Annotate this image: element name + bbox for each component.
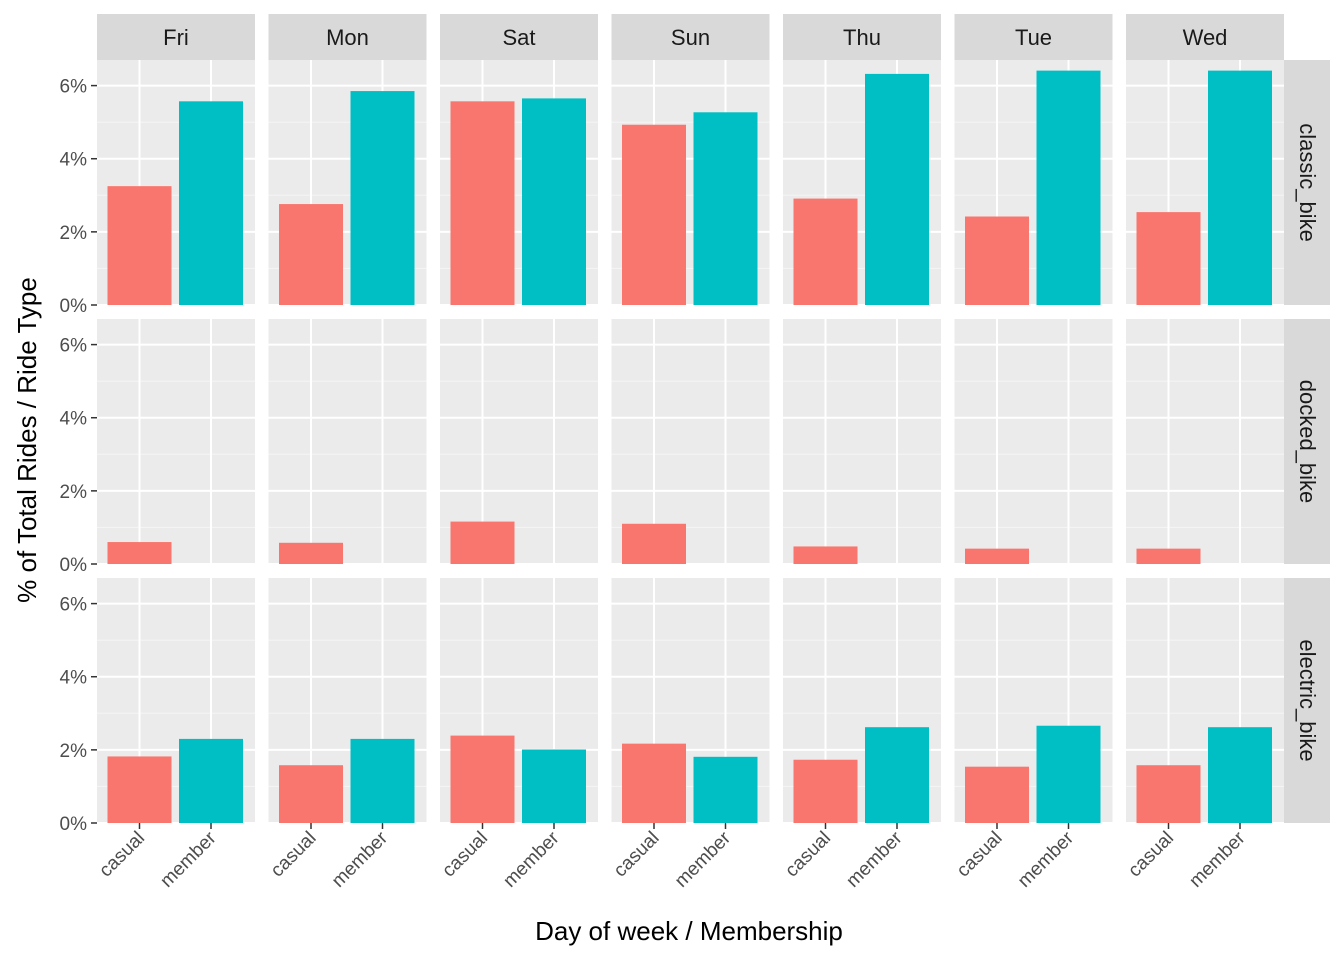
bar-fri-electric_bike-member <box>179 738 243 823</box>
facet-strip-classic_bike <box>1284 60 1330 305</box>
facet-label-sun: Sun <box>671 25 710 50</box>
y-tick-label: 0% <box>60 814 88 835</box>
facet-label-docked_bike: docked_bike <box>1295 380 1320 504</box>
x-tick-label-member: member <box>156 827 221 892</box>
facet-label-thu: Thu <box>843 25 881 50</box>
y-tick-label: 4% <box>60 150 88 171</box>
panel-thu-docked_bike <box>783 319 941 564</box>
panel-sun-docked_bike <box>611 319 770 564</box>
panel-fri-docked_bike <box>97 319 255 564</box>
bar-mon-electric_bike-casual <box>279 765 343 823</box>
y-tick-label: 4% <box>60 668 88 689</box>
x-tick-label-casual: casual <box>267 828 321 882</box>
bar-mon-classic_bike-casual <box>279 204 343 305</box>
bar-wed-classic_bike-member <box>1208 70 1272 305</box>
y-tick-label: 2% <box>60 741 88 762</box>
panel-wed-docked_bike <box>1126 319 1284 564</box>
x-tick-label-casual: casual <box>610 828 664 882</box>
bar-sat-electric_bike-casual <box>450 735 515 823</box>
y-tick-label: 6% <box>60 595 88 616</box>
y-tick-label: 4% <box>60 409 88 430</box>
facet-label-electric_bike: electric_bike <box>1295 639 1320 761</box>
bar-thu-electric_bike-casual <box>793 759 858 823</box>
bar-mon-classic_bike-member <box>350 91 415 305</box>
y-tick-label: 2% <box>60 482 88 503</box>
facet-label-sat: Sat <box>502 25 535 50</box>
bar-fri-electric_bike-casual <box>107 756 172 823</box>
x-tick-label-member: member <box>1185 827 1250 892</box>
x-tick-label-casual: casual <box>781 828 835 882</box>
bar-fri-classic_bike-casual <box>107 186 172 305</box>
y-tick-label: 2% <box>60 223 88 244</box>
bar-mon-docked_bike-casual <box>279 542 343 564</box>
facet-strip-electric_bike <box>1284 578 1330 823</box>
x-tick-label-casual: casual <box>953 828 1007 882</box>
y-tick-label: 6% <box>60 77 88 98</box>
bar-thu-docked_bike-casual <box>793 546 858 564</box>
panel-mon-docked_bike <box>268 319 427 564</box>
bar-sat-classic_bike-member <box>522 98 586 305</box>
bar-sun-classic_bike-member <box>693 112 758 305</box>
facet-label-classic_bike: classic_bike <box>1295 123 1320 242</box>
bar-wed-electric_bike-member <box>1208 727 1272 823</box>
bar-fri-classic_bike-member <box>179 101 243 305</box>
x-tick-label-casual: casual <box>438 828 492 882</box>
bar-tue-electric_bike-member <box>1036 725 1101 823</box>
bar-tue-classic_bike-member <box>1036 70 1101 305</box>
x-tick-label-member: member <box>1014 827 1079 892</box>
facet-strip-sun <box>611 14 770 60</box>
bar-sat-docked_bike-casual <box>450 521 515 564</box>
facet-label-mon: Mon <box>326 25 369 50</box>
x-tick-label-member: member <box>328 827 393 892</box>
y-tick-label: 0% <box>60 296 88 317</box>
facet-strip-docked_bike <box>1284 319 1330 564</box>
facet-label-fri: Fri <box>163 25 189 50</box>
bar-tue-docked_bike-casual <box>965 548 1029 564</box>
bar-wed-classic_bike-casual <box>1136 212 1201 305</box>
facet-strip-sat <box>440 14 598 60</box>
panel-tue-docked_bike <box>954 319 1113 564</box>
bar-thu-electric_bike-member <box>865 727 929 823</box>
y-tick-label: 6% <box>60 336 88 357</box>
bar-thu-classic_bike-member <box>865 73 929 305</box>
y-axis-title: % of Total Rides / Ride Type <box>12 277 42 603</box>
bar-sun-docked_bike-casual <box>622 523 686 564</box>
facet-strip-wed <box>1126 14 1284 60</box>
bar-wed-electric_bike-casual <box>1136 765 1201 823</box>
y-tick-label: 0% <box>60 555 88 576</box>
bar-wed-docked_bike-casual <box>1136 548 1201 564</box>
x-tick-label-member: member <box>842 827 907 892</box>
x-tick-label-member: member <box>671 827 736 892</box>
bar-tue-classic_bike-casual <box>965 216 1029 305</box>
bar-sun-electric_bike-member <box>693 756 758 823</box>
x-tick-label-casual: casual <box>1124 828 1178 882</box>
x-tick-label-casual: casual <box>95 828 149 882</box>
x-axis-title: Day of week / Membership <box>535 916 843 946</box>
facet-strip-tue <box>954 14 1113 60</box>
bar-tue-electric_bike-casual <box>965 766 1029 823</box>
bar-sun-electric_bike-casual <box>622 743 686 823</box>
bar-thu-classic_bike-casual <box>793 198 858 305</box>
facet-label-tue: Tue <box>1015 25 1052 50</box>
facet-strip-mon <box>268 14 427 60</box>
x-tick-label-member: member <box>499 827 564 892</box>
bar-fri-docked_bike-casual <box>107 542 172 564</box>
bar-sat-electric_bike-member <box>522 749 586 823</box>
facet-strip-fri <box>97 14 255 60</box>
bar-sat-classic_bike-casual <box>450 101 515 305</box>
facet-label-wed: Wed <box>1183 25 1228 50</box>
facet-strip-thu <box>783 14 941 60</box>
bar-sun-classic_bike-casual <box>622 124 686 305</box>
bar-mon-electric_bike-member <box>350 738 415 823</box>
